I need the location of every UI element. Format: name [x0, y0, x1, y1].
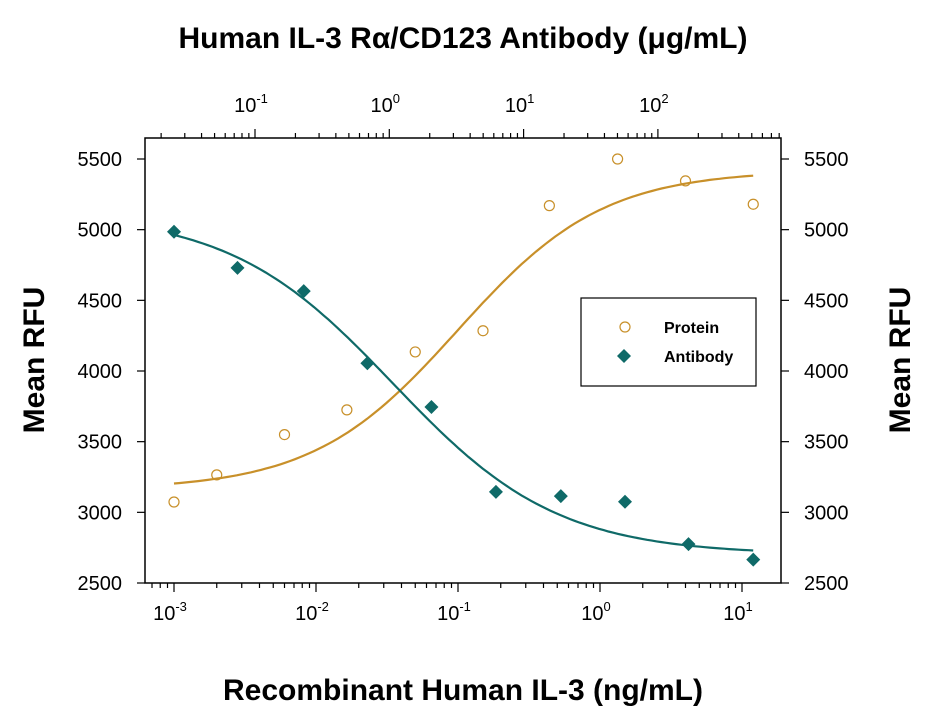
legend: Protein Antibody — [580, 297, 757, 387]
point-antibody — [746, 552, 761, 567]
point-protein — [679, 175, 692, 187]
point-antibody — [618, 494, 633, 509]
point-antibody — [230, 260, 245, 275]
point-antibody — [681, 537, 696, 552]
point-antibody — [424, 400, 439, 415]
y-axis-title-right: Mean RFU — [884, 287, 917, 434]
y-tick-label-left: 4500 — [78, 290, 123, 312]
chart-title: Human IL-3 Rα/CD123 Antibody (μg/mL) — [178, 22, 747, 55]
top-tick-label: 101 — [505, 91, 534, 117]
y-tick-label-right: 5000 — [804, 220, 849, 242]
bottom-axis: 10-3 10-2 10-1 100 101 — [151, 583, 753, 625]
point-antibody — [553, 489, 568, 504]
fit-curve-antibody — [173, 233, 754, 552]
top-axis: 10-1 100 101 102 — [160, 91, 780, 138]
x-axis-title: Recombinant Human IL-3 (ng/mL) — [223, 674, 703, 707]
y-tick-label-left: 3000 — [78, 502, 123, 524]
point-protein — [168, 496, 180, 508]
y-tick-label-left: 2500 — [78, 573, 123, 595]
y-tick-label-right: 2500 — [804, 573, 849, 595]
y-tick-label-left: 5500 — [78, 149, 123, 171]
point-protein — [278, 429, 291, 441]
y-tick-label-left: 5000 — [78, 220, 123, 242]
x-tick-label: 101 — [723, 599, 752, 625]
legend-protein-label: Protein — [664, 320, 719, 337]
plot-frame — [144, 137, 782, 584]
y-tick-label-right: 4500 — [804, 290, 849, 312]
y-axis-title-left: Mean RFU — [18, 287, 51, 434]
point-protein — [211, 469, 223, 481]
point-protein — [341, 404, 353, 416]
x-tick-label: 10-2 — [295, 599, 329, 625]
top-tick-label: 10-1 — [234, 91, 268, 117]
left-axis: 2500 3000 3500 4000 4500 5000 5500 — [78, 149, 145, 595]
point-antibody — [296, 284, 311, 299]
y-tick-label-right: 3500 — [804, 432, 849, 454]
y-tick-label-right: 3000 — [804, 502, 849, 524]
legend-antibody-marker — [617, 349, 631, 363]
legend-box — [580, 297, 757, 387]
top-tick-label: 102 — [639, 91, 668, 117]
point-protein — [409, 346, 421, 358]
y-tick-label-left: 4000 — [78, 361, 123, 383]
fit-curves — [173, 174, 754, 552]
point-protein — [477, 325, 489, 337]
y-tick-label-right: 5500 — [804, 149, 849, 171]
point-protein — [611, 153, 624, 165]
x-tick-label: 10-3 — [153, 599, 187, 625]
point-antibody — [488, 484, 503, 499]
x-tick-label: 10-1 — [437, 599, 471, 625]
legend-antibody-label: Antibody — [664, 349, 733, 366]
legend-protein-marker — [619, 321, 631, 333]
y-tick-label-left: 3500 — [78, 432, 123, 454]
point-antibody — [167, 224, 181, 239]
top-tick-label: 100 — [371, 91, 400, 117]
point-protein — [747, 198, 759, 210]
right-axis: 2500 3000 3500 4000 4500 5000 5500 — [781, 149, 849, 595]
data-points — [167, 153, 761, 567]
point-protein — [543, 200, 555, 212]
fit-curve-protein — [173, 174, 754, 485]
point-antibody — [360, 356, 375, 371]
x-tick-label: 100 — [581, 599, 610, 625]
y-tick-label-right: 4000 — [804, 361, 849, 383]
